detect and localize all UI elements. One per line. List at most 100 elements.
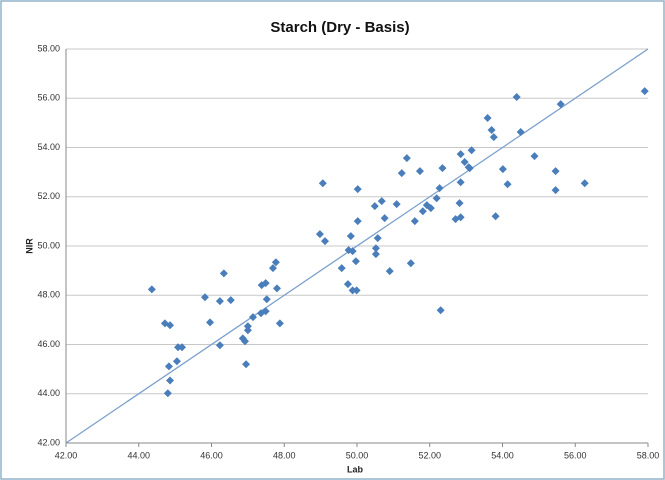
point (215, 341, 224, 350)
point (318, 179, 327, 188)
point (351, 257, 360, 266)
point (352, 286, 361, 295)
x-tick-label: 50.00 (346, 450, 369, 460)
point (498, 165, 507, 174)
point (240, 337, 249, 346)
point (551, 186, 560, 195)
point (261, 307, 270, 316)
chart-title: Starch (Dry - Basis) (270, 19, 409, 36)
x-tick-label: 56.00 (564, 450, 587, 460)
point (343, 280, 352, 289)
y-tick-label: 58.00 (37, 43, 60, 53)
point (371, 250, 380, 259)
y-tick-label: 54.00 (37, 142, 60, 152)
point (248, 313, 257, 322)
x-axis-label: Lab (347, 464, 364, 474)
x-tick-label: 48.00 (273, 450, 296, 460)
point (371, 244, 380, 253)
x-tick-label: 46.00 (200, 450, 223, 460)
point (373, 234, 382, 243)
point (268, 264, 277, 273)
point (337, 264, 346, 273)
y-tick-label: 46.00 (37, 339, 60, 349)
point (200, 293, 209, 302)
point (491, 212, 500, 221)
point (397, 169, 406, 178)
point (226, 296, 235, 305)
point (418, 207, 427, 216)
point (556, 100, 565, 109)
point (163, 389, 172, 398)
point (455, 199, 464, 208)
point (460, 158, 469, 167)
point (489, 133, 498, 142)
point (410, 217, 419, 226)
point (215, 297, 224, 306)
point (243, 326, 252, 335)
point (432, 194, 441, 203)
point (219, 269, 228, 278)
point (315, 230, 324, 239)
point (275, 319, 284, 328)
point (516, 127, 525, 136)
point (174, 343, 183, 352)
point (512, 93, 521, 102)
point (348, 286, 357, 295)
point (580, 179, 589, 188)
point (438, 164, 447, 173)
point (353, 185, 362, 194)
point (348, 247, 357, 256)
point (166, 321, 175, 330)
point (456, 150, 465, 159)
point (640, 87, 649, 96)
point (271, 258, 280, 267)
point (465, 164, 474, 173)
point (402, 154, 411, 163)
x-tick-label: 52.00 (418, 450, 441, 460)
x-tick-label: 54.00 (491, 450, 514, 460)
point (487, 126, 496, 135)
point (530, 152, 539, 161)
x-tick-label: 42.00 (55, 450, 78, 460)
point (385, 267, 394, 276)
x-tick-label: 44.00 (127, 450, 150, 460)
point (370, 202, 379, 211)
y-tick-label: 52.00 (37, 191, 60, 201)
y-tick-label: 50.00 (37, 240, 60, 250)
point (147, 285, 156, 294)
point (272, 284, 281, 293)
y-tick-label: 42.00 (37, 437, 60, 447)
point (435, 184, 444, 193)
point (353, 217, 362, 226)
point (242, 360, 251, 369)
point (551, 167, 560, 176)
point (392, 200, 401, 209)
point (406, 259, 415, 268)
point (426, 204, 435, 213)
y-tick-label: 56.00 (37, 93, 60, 103)
point (166, 376, 175, 385)
point (172, 357, 181, 366)
y-axis-label: NIR (24, 238, 34, 254)
point (178, 343, 187, 352)
point (164, 362, 173, 371)
point (483, 113, 492, 122)
trendline (65, 48, 649, 444)
point (456, 178, 465, 187)
point (436, 306, 445, 315)
point (503, 180, 512, 189)
point (467, 146, 476, 155)
point (261, 279, 270, 288)
point (346, 232, 355, 241)
x-tick-label: 58.00 (637, 450, 660, 460)
point (320, 237, 329, 246)
point (415, 167, 424, 176)
y-tick-label: 44.00 (37, 388, 60, 398)
point (377, 197, 386, 206)
point (262, 295, 271, 304)
point (456, 213, 465, 222)
point (380, 214, 389, 223)
point (206, 318, 215, 327)
